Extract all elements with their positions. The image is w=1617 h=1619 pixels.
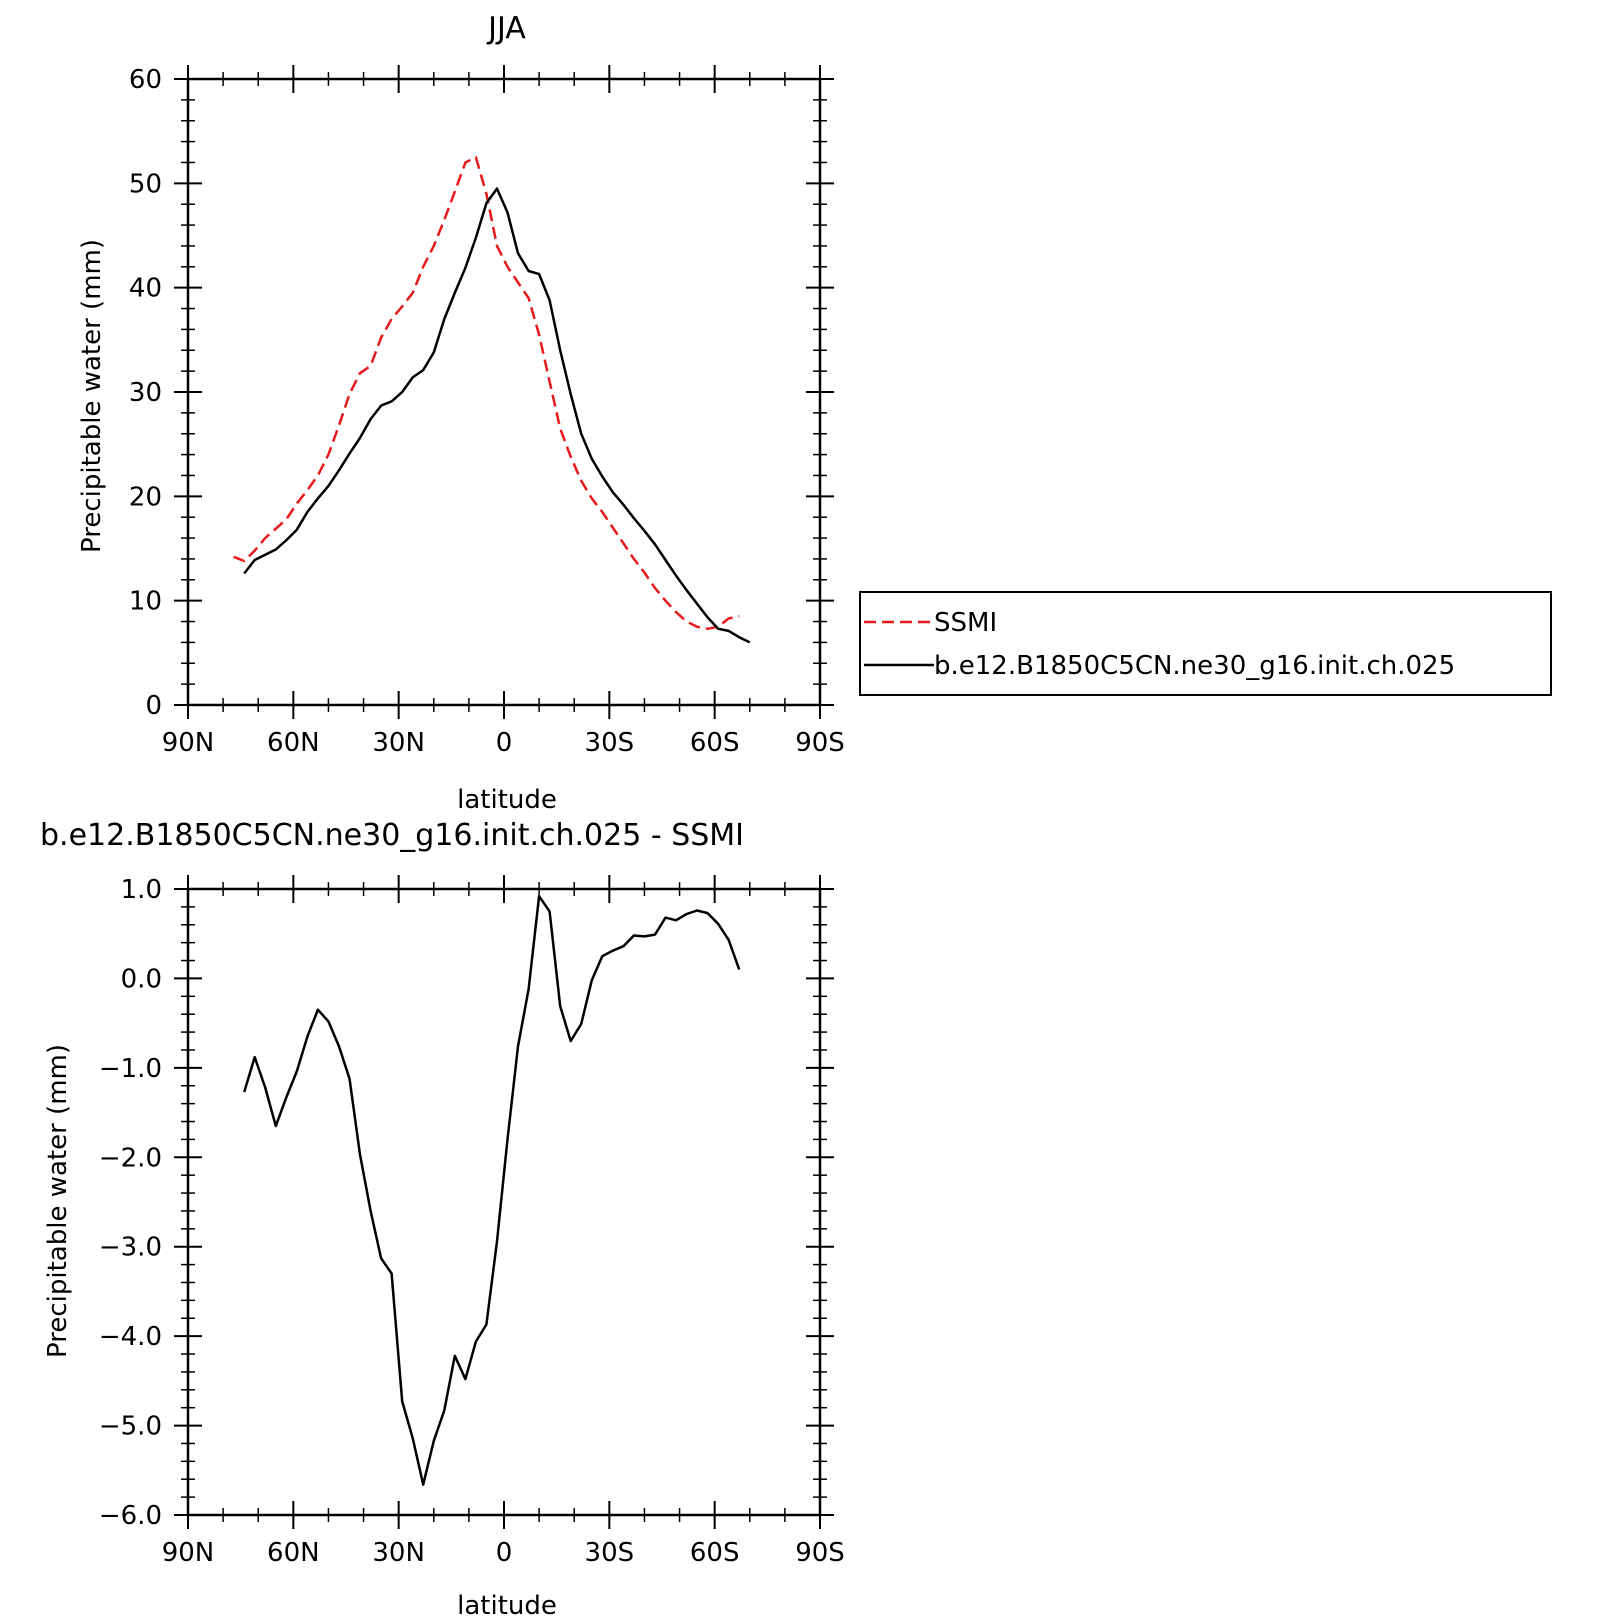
top-plot-xtick-label: 60N xyxy=(267,728,320,758)
bottom-plot-series xyxy=(243,894,741,1486)
top-plot-xlabel: latitude xyxy=(457,785,557,815)
top-plot-xtick-label: 60S xyxy=(690,728,740,758)
top-plot-xtick-label: 0 xyxy=(496,728,513,758)
top-plot-xtick-label: 90N xyxy=(162,728,215,758)
bottom-plot-xtick-label: 30N xyxy=(372,1538,425,1568)
bottom-plot-frame xyxy=(186,887,822,1517)
bottom-plot-ytick-label: −4.0 xyxy=(99,1322,162,1352)
top-plot-axes: 90N 60N 30N 0 30S 60S 90S 0 10 20 30 40 50 60 xyxy=(129,65,845,758)
bottom-plot: b.e12.B1850C5CN.ne30_g16.init.ch.025 - S… xyxy=(40,818,845,1619)
bottom-plot-xlabel: latitude xyxy=(457,1591,557,1619)
top-plot-xtick-label: 90S xyxy=(795,728,845,758)
legend-label-model: b.e12.B1850C5CN.ne30_g16.init.ch.025 xyxy=(934,651,1455,681)
bottom-plot-xtick-label: 0 xyxy=(496,1538,513,1568)
bottom-plot-ytick-label: −5.0 xyxy=(99,1412,162,1442)
top-plot-ytick-label: 40 xyxy=(129,274,162,304)
bottom-plot-xtick-label: 30S xyxy=(585,1538,635,1568)
top-plot-series-line-1 xyxy=(243,187,751,644)
top-plot-frame xyxy=(186,77,822,707)
bottom-plot-xtick-label: 60N xyxy=(267,1538,320,1568)
top-plot-series xyxy=(233,156,751,644)
bottom-plot-ytick-label: 1.0 xyxy=(121,875,162,905)
legend-label-ssmi: SSMI xyxy=(934,608,997,638)
bottom-plot-xtick-label: 90N xyxy=(162,1538,215,1568)
bottom-plot-ylabel: Precipitable water (mm) xyxy=(43,1044,73,1358)
top-plot-ytick-label: 20 xyxy=(129,482,162,512)
top-plot-ytick-label: 30 xyxy=(129,378,162,408)
top-plot-series-line-0 xyxy=(233,156,740,631)
bottom-plot-ytick-label: −2.0 xyxy=(99,1143,162,1173)
bottom-plot-xtick-label: 90S xyxy=(795,1538,845,1568)
top-plot-ytick-label: 0 xyxy=(145,691,162,721)
top-plot-ylabel: Precipitable water (mm) xyxy=(77,239,107,553)
bottom-plot-ytick-label: 0.0 xyxy=(121,964,162,994)
top-plot-xtick-label: 30S xyxy=(585,728,635,758)
top-plot-ytick-label: 50 xyxy=(129,169,162,199)
top-plot-xtick-label: 30N xyxy=(372,728,425,758)
legend-box xyxy=(859,591,1552,696)
bottom-plot-title: b.e12.B1850C5CN.ne30_g16.init.ch.025 - S… xyxy=(40,818,744,853)
top-plot-title: JJA xyxy=(486,11,526,46)
top-plot: JJA 90N 60N 30N 0 30S 60S 90S 0 10 20 30 40 50 60 lat… xyxy=(77,11,845,815)
bottom-plot-ytick-label: −3.0 xyxy=(99,1233,162,1263)
legend: SSMI b.e12.B1850C5CN.ne30_g16.init.ch.02… xyxy=(859,591,1552,696)
bottom-plot-ytick-label: −6.0 xyxy=(99,1501,162,1531)
top-plot-ytick-label: 10 xyxy=(129,587,162,617)
bottom-plot-series-line-0 xyxy=(243,894,741,1486)
bottom-plot-xtick-label: 60S xyxy=(690,1538,740,1568)
top-plot-ytick-label: 60 xyxy=(129,65,162,95)
bottom-plot-ytick-label: −1.0 xyxy=(99,1054,162,1084)
bottom-plot-axes: 90N 60N 30N 0 30S 60S 90S 1.0 0.0 −1.0 −2.0 −3.0 −4.… xyxy=(99,875,845,1568)
